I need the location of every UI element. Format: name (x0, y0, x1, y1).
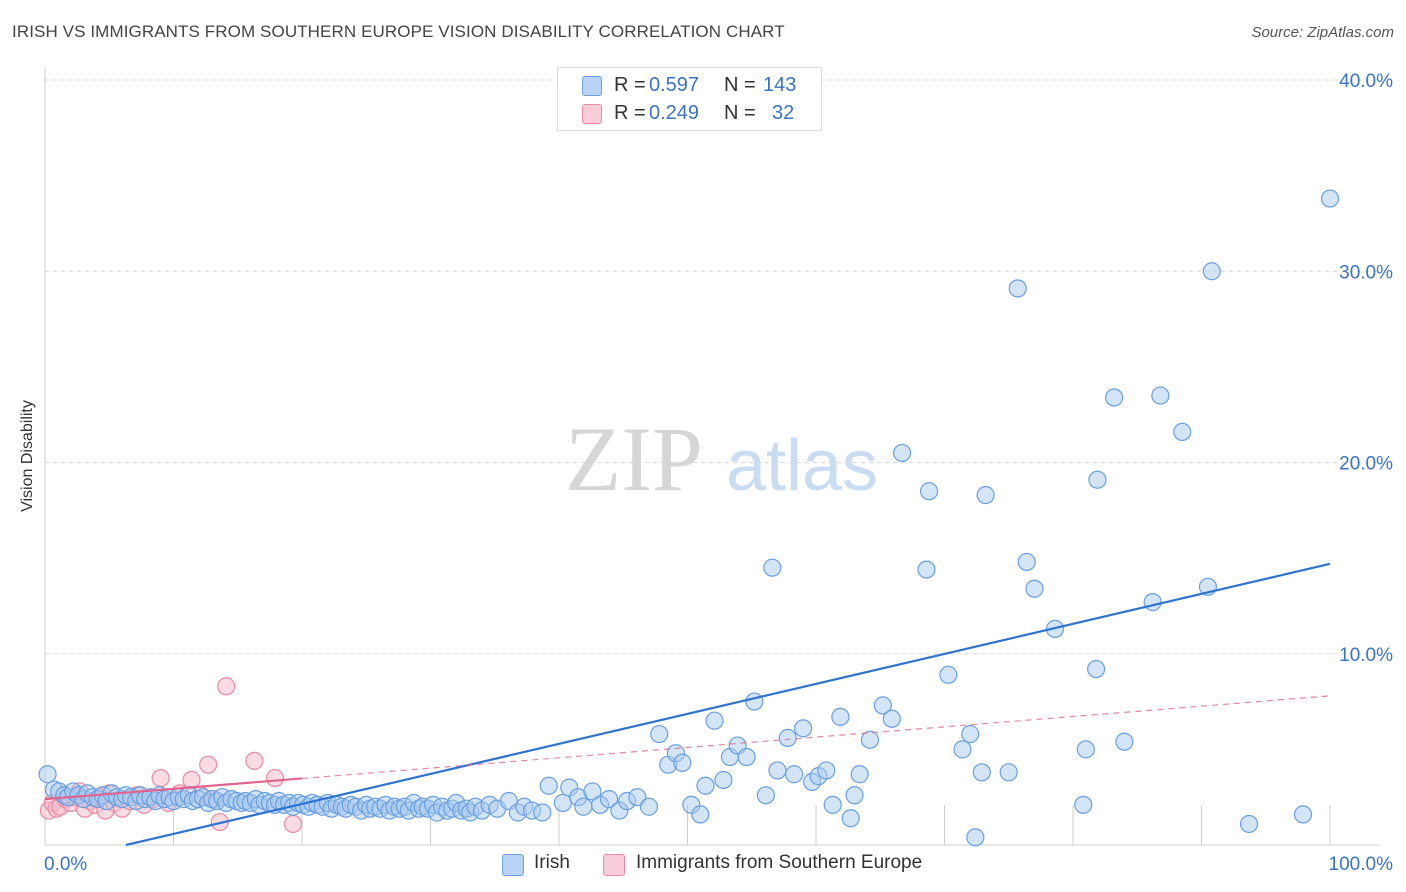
irish-point (1151, 386, 1170, 405)
irish-point (600, 789, 619, 809)
legend-n-label: N = (724, 102, 756, 124)
irish-point (939, 665, 958, 684)
irish-point (1173, 422, 1192, 441)
irish-point (639, 797, 659, 816)
irish-point (1202, 262, 1221, 281)
immigrants-point (245, 751, 264, 770)
legend-r-label: R = (614, 102, 646, 124)
irish-point (705, 711, 724, 730)
legend-n-value: 32 (772, 102, 795, 124)
legend-label-immigrants: Immigrants from Southern Europe (636, 852, 923, 873)
irish-point (756, 786, 775, 805)
irish-point (976, 485, 995, 505)
chart-title: IRISH VS IMMIGRANTS FROM SOUTHERN EUROPE… (12, 22, 785, 41)
irish-point (38, 765, 57, 784)
irish-point (539, 776, 558, 795)
irish-point (714, 770, 733, 790)
irish-point (1115, 732, 1134, 751)
immigrants-point (265, 768, 285, 788)
watermark-atlas: atlas (726, 426, 878, 506)
irish-point (1074, 795, 1093, 814)
y-tick-label: 10.0% (1339, 645, 1393, 666)
irish-point (823, 795, 842, 814)
irish-point (745, 692, 764, 711)
x-tick-label: 0.0% (44, 854, 87, 875)
y-tick-label: 40.0% (1339, 71, 1393, 92)
legend-r-label: R = (614, 74, 646, 96)
x-tick-label: 100.0% (1329, 854, 1394, 875)
irish-point (850, 765, 869, 784)
legend-r-value: 0.597 (649, 74, 700, 96)
irish-point (860, 730, 880, 749)
legend-n-value: 143 (763, 74, 797, 96)
immigrants-point (283, 814, 303, 834)
source-label: Source: ZipAtlas.com (1251, 24, 1394, 41)
immigrants-point (217, 677, 236, 696)
trend-lines (44, 562, 1331, 847)
irish-trend-line (125, 562, 1331, 847)
irish-point (966, 828, 985, 847)
irish-point (691, 805, 710, 824)
grid-lines (45, 79, 1380, 845)
y-tick-label: 30.0% (1339, 262, 1393, 283)
legend-swatch-immigrants (603, 854, 625, 876)
irish-point (1017, 552, 1036, 572)
irish-point (999, 763, 1018, 782)
irish-point (1320, 189, 1340, 208)
immigrants-point (151, 768, 170, 788)
irish-point (1008, 279, 1027, 298)
irish-point (696, 776, 715, 795)
legend-swatch-irish (582, 76, 602, 96)
irish-point (574, 797, 593, 816)
irish-point (953, 740, 972, 759)
irish-point (673, 753, 692, 772)
irish-point (919, 482, 939, 501)
irish-point (882, 709, 901, 728)
irish-point (961, 724, 980, 744)
tick-labels: 10.0% 20.0% 30.0% 40.0% 0.0% 100.0% (44, 71, 1393, 875)
irish-point (917, 560, 936, 579)
irish-point (553, 793, 572, 813)
irish-point (763, 558, 782, 577)
legend-swatch-immigrants (582, 104, 602, 124)
immigrants-trend-line-solid (44, 777, 303, 801)
irish-point (1105, 388, 1124, 407)
immigrants-point (199, 755, 218, 774)
y-tick-label: 20.0% (1339, 454, 1393, 475)
legend-n-label: N = (724, 74, 756, 96)
irish-point (1239, 814, 1259, 834)
irish-point (892, 443, 912, 463)
irish-point (768, 761, 787, 780)
series-legend: Irish Immigrants from Southern Europe (0, 852, 1406, 878)
irish-point (650, 724, 669, 744)
irish-point (778, 728, 797, 748)
irish-point (831, 707, 850, 726)
legend-label-irish: Irish (534, 852, 570, 873)
irish-point (845, 786, 864, 805)
axes (44, 68, 1380, 846)
irish-point (841, 809, 860, 828)
irish-point (785, 765, 804, 784)
irish-point (1143, 593, 1162, 612)
irish-point (972, 763, 991, 782)
irish-point (1076, 740, 1095, 759)
legend-swatch-irish (502, 854, 524, 876)
irish-point (1088, 470, 1107, 489)
irish-point (1293, 805, 1313, 824)
watermark-zip: ZIP (565, 408, 703, 510)
irish-point (583, 782, 602, 801)
irish-point (737, 747, 756, 767)
correlation-legend: R = 0.597 N = 143 R = 0.249 N = 32 (557, 67, 822, 131)
immigrants-trend-line-dashed (301, 695, 1331, 780)
legend-r-value: 0.249 (649, 102, 700, 124)
irish-point (1025, 579, 1044, 598)
irish-point (873, 696, 892, 715)
irish-point (1087, 659, 1106, 679)
irish-point (794, 719, 813, 738)
irish-point (817, 761, 836, 780)
watermark: ZIP atlas (565, 408, 878, 510)
irish-point (533, 803, 552, 822)
